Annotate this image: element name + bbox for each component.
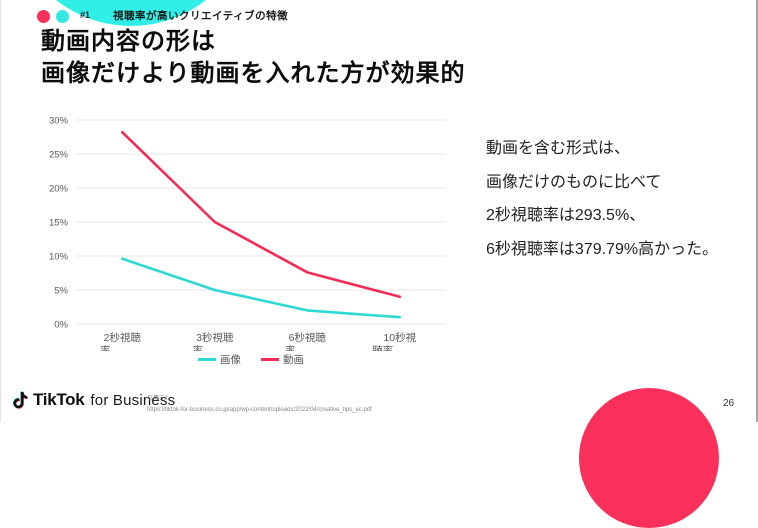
x-category-label: 6秒視聴率 xyxy=(285,331,326,351)
insight-line: 6秒視聴率は379.79%高かった。 xyxy=(486,240,719,258)
legend-swatch-icon xyxy=(198,358,216,361)
section-number: #1 xyxy=(80,10,91,20)
tiktok-note-icon xyxy=(13,391,28,409)
insight-line: 画像だけのものに比べて xyxy=(486,173,662,191)
page-title-line2: 画像だけより動画を入れた方が効果的 xyxy=(41,60,466,87)
tiktok-logo: TikTok for Business xyxy=(13,390,175,410)
series-line-動画 xyxy=(120,130,402,299)
legend-label: 画像 xyxy=(220,354,241,366)
y-tick-label: 5% xyxy=(54,286,68,297)
x-category-label: 10秒視聴率 xyxy=(372,331,416,351)
x-category-label: 3秒視聴率 xyxy=(193,331,234,351)
citation-url: https://tiktok-for-business.co.jp/app/wp… xyxy=(147,407,372,413)
legend-label: 動画 xyxy=(283,354,304,366)
y-tick-label: 10% xyxy=(49,252,69,263)
header-cyan-dot-icon xyxy=(56,10,69,23)
x-category-label: 2秒視聴率 xyxy=(100,331,141,351)
logo-wordmark: TikTok xyxy=(33,390,85,409)
series-line-画像 xyxy=(120,257,402,319)
legend-swatch-icon xyxy=(261,358,279,361)
chart-legend: 画像 動画 xyxy=(41,352,461,367)
insight-line: 2秒視聴率は293.5%、 xyxy=(486,207,646,224)
decorative-pink-circle xyxy=(579,388,719,528)
citation: 引用元： https://tiktok-for-business.co.jp/a… xyxy=(147,393,372,413)
logo-suffix: for Business xyxy=(90,391,176,409)
insight-text: 動画を含む形式は、 画像だけのものに比べて 2秒視聴率は293.5%、 6秒視聴… xyxy=(486,132,751,266)
page-title-line1: 動画内容の形は xyxy=(41,28,216,55)
chart-area: 0% 5% 10% 15% 20% 25% 30% 2秒視聴率 3秒視聴率 6秒視聴率 10秒視聴率 xyxy=(41,105,461,351)
header-pink-dot-icon xyxy=(37,10,50,23)
y-tick-label: 15% xyxy=(49,218,69,229)
citation-label: 引用元： xyxy=(147,396,172,402)
y-tick-label: 25% xyxy=(49,150,69,161)
insight-line: 動画を含む形式は、 xyxy=(486,140,631,157)
legend-item: 画像 xyxy=(198,352,241,367)
page-number: 26 xyxy=(723,398,735,409)
page-title: 動画内容の形は 画像だけより動画を入れた方が効果的 xyxy=(41,26,466,90)
y-tick-label: 20% xyxy=(49,184,69,195)
section-label: 視聴率が高いクリエイティブの特徴 xyxy=(113,10,289,22)
y-tick-label: 0% xyxy=(54,320,68,331)
legend-item: 動画 xyxy=(261,352,304,367)
y-tick-label: 30% xyxy=(49,116,69,127)
view-rate-line-chart: 0% 5% 10% 15% 20% 25% 30% 2秒視聴率 3秒視聴率 6秒視聴率 10秒視聴率 xyxy=(49,116,446,351)
